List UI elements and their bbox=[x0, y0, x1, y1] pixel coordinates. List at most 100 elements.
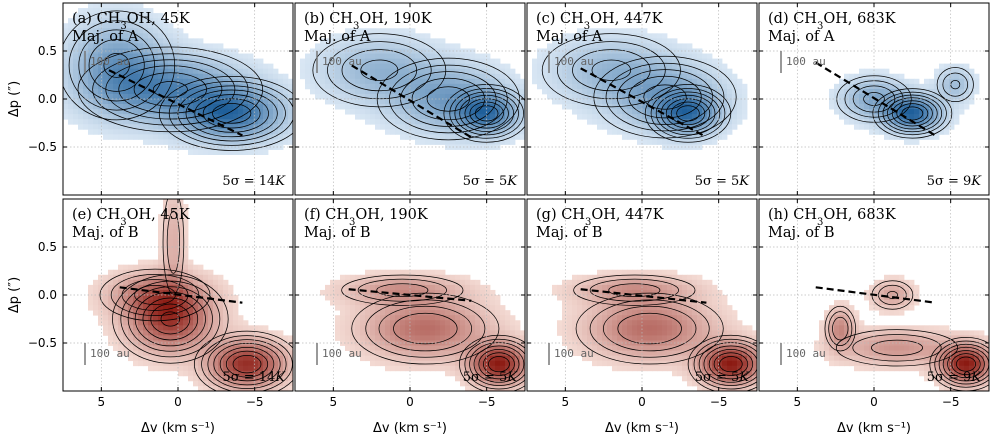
intensity-cell bbox=[844, 83, 850, 90]
intensity-cell bbox=[335, 104, 341, 110]
intensity-cell bbox=[233, 330, 239, 336]
intensity-cell bbox=[415, 93, 421, 100]
intensity-cell bbox=[577, 274, 583, 281]
intensity-cell bbox=[98, 305, 104, 311]
intensity-cell bbox=[557, 88, 563, 95]
intensity-cell bbox=[617, 109, 623, 115]
intensity-cell bbox=[607, 83, 613, 90]
intensity-cell bbox=[627, 274, 633, 281]
intensity-cell bbox=[228, 58, 234, 65]
intensity-cell bbox=[410, 63, 416, 70]
intensity-cell bbox=[567, 305, 573, 311]
intensity-cell bbox=[602, 284, 608, 291]
intensity-cell bbox=[108, 48, 114, 54]
intensity-cell bbox=[243, 360, 249, 367]
intensity-cell bbox=[515, 375, 521, 382]
intensity-cell bbox=[400, 38, 406, 44]
intensity-cell bbox=[113, 305, 119, 311]
intensity-cell bbox=[450, 93, 456, 100]
intensity-cell bbox=[228, 350, 234, 357]
intensity-cell bbox=[959, 83, 965, 90]
intensity-cell bbox=[213, 370, 219, 377]
intensity-cell bbox=[148, 134, 154, 140]
intensity-cell bbox=[98, 53, 104, 59]
intensity-cell bbox=[163, 23, 169, 29]
intensity-cell bbox=[350, 284, 356, 291]
intensity-cell bbox=[929, 99, 935, 105]
intensity-cell bbox=[63, 53, 69, 59]
intensity-cell bbox=[480, 340, 486, 346]
intensity-cell bbox=[944, 88, 950, 95]
contour-line bbox=[378, 305, 473, 352]
intensity-cell bbox=[410, 269, 416, 276]
intensity-cell bbox=[662, 139, 668, 145]
intensity-cell bbox=[490, 134, 496, 140]
intensity-cell bbox=[904, 139, 910, 145]
intensity-cell bbox=[218, 310, 224, 316]
intensity-cell bbox=[78, 63, 84, 70]
intensity-cell bbox=[98, 93, 104, 100]
intensity-cell bbox=[178, 305, 184, 311]
intensity-cell bbox=[475, 99, 481, 105]
intensity-cell bbox=[133, 73, 139, 80]
fit-line bbox=[108, 69, 243, 137]
intensity-cell bbox=[430, 58, 436, 65]
panel-title-prefix: (c) CH bbox=[536, 11, 584, 27]
intensity-cell bbox=[228, 385, 234, 391]
intensity-cell bbox=[163, 88, 169, 95]
intensity-cell bbox=[919, 129, 925, 135]
intensity-cell bbox=[592, 289, 598, 296]
intensity-cell bbox=[465, 380, 471, 387]
intensity-cell bbox=[365, 330, 371, 336]
intensity-cell bbox=[158, 355, 164, 362]
intensity-cell bbox=[415, 360, 421, 367]
intensity-cell bbox=[490, 380, 496, 387]
intensity-cell bbox=[188, 325, 194, 331]
intensity-cell bbox=[425, 345, 431, 351]
intensity-cell bbox=[143, 53, 149, 59]
intensity-cell bbox=[425, 335, 431, 341]
intensity-cell bbox=[273, 114, 279, 120]
intensity-cell bbox=[320, 83, 326, 90]
intensity-cell bbox=[138, 43, 144, 49]
intensity-cell bbox=[632, 109, 638, 115]
intensity-cell bbox=[490, 144, 496, 150]
intensity-cell bbox=[278, 330, 284, 336]
intensity-cell bbox=[330, 43, 336, 49]
intensity-cell bbox=[647, 83, 653, 90]
intensity-cell bbox=[350, 315, 356, 321]
intensity-cell bbox=[909, 83, 915, 90]
intensity-cell bbox=[879, 129, 885, 135]
intensity-cell bbox=[283, 350, 289, 357]
intensity-cell bbox=[435, 284, 441, 291]
intensity-cell bbox=[537, 63, 543, 70]
intensity-cell bbox=[360, 93, 366, 100]
intensity-cell bbox=[592, 53, 598, 59]
intensity-cell bbox=[440, 119, 446, 125]
intensity-cell bbox=[138, 269, 144, 276]
intensity-cell bbox=[238, 139, 244, 145]
contour-line bbox=[901, 106, 924, 121]
intensity-cell bbox=[460, 109, 466, 115]
intensity-cell bbox=[410, 68, 416, 75]
intensity-cell bbox=[340, 78, 346, 85]
intensity-cell bbox=[587, 58, 593, 65]
intensity-cell bbox=[415, 345, 421, 351]
intensity-cell bbox=[138, 104, 144, 110]
intensity-cell bbox=[273, 129, 279, 135]
intensity-cell bbox=[617, 83, 623, 90]
intensity-cell bbox=[113, 28, 119, 34]
intensity-cell bbox=[78, 93, 84, 100]
intensity-cell bbox=[687, 129, 693, 135]
intensity-cell bbox=[430, 269, 436, 276]
intensity-cell bbox=[118, 28, 124, 34]
intensity-cell bbox=[288, 335, 293, 341]
contour-line bbox=[541, 33, 681, 108]
y-tick-label: −0.5 bbox=[28, 336, 57, 350]
intensity-cell bbox=[567, 284, 573, 291]
intensity-cell bbox=[577, 305, 583, 311]
intensity-cell bbox=[123, 53, 129, 59]
intensity-cell bbox=[93, 305, 99, 311]
intensity-cell bbox=[597, 63, 603, 70]
intensity-cell bbox=[355, 83, 361, 90]
